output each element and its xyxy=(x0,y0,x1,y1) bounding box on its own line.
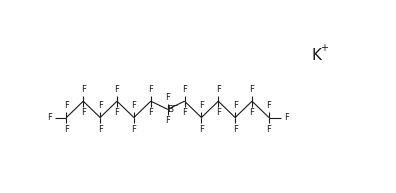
Text: F: F xyxy=(249,108,255,117)
Text: F: F xyxy=(216,85,221,94)
Text: F: F xyxy=(64,101,69,110)
Text: F: F xyxy=(165,117,170,125)
Text: F: F xyxy=(249,85,255,94)
Text: F: F xyxy=(233,101,238,110)
Text: F: F xyxy=(131,101,136,110)
Text: F: F xyxy=(267,101,271,110)
Text: F: F xyxy=(267,125,271,134)
Text: F: F xyxy=(98,101,103,110)
Text: F: F xyxy=(98,125,103,134)
Text: F: F xyxy=(148,108,153,117)
Text: F: F xyxy=(81,85,86,94)
Text: +: + xyxy=(320,43,329,53)
Text: F: F xyxy=(114,85,120,94)
Text: F: F xyxy=(284,113,289,122)
Text: B: B xyxy=(167,105,173,114)
Text: F: F xyxy=(165,93,170,102)
Text: F: F xyxy=(233,125,238,134)
Text: F: F xyxy=(199,125,204,134)
Text: F: F xyxy=(216,108,221,117)
Text: −: − xyxy=(171,101,177,110)
Text: F: F xyxy=(131,125,136,134)
Text: F: F xyxy=(47,113,51,122)
Text: K: K xyxy=(312,48,322,63)
Text: F: F xyxy=(182,108,187,117)
Text: F: F xyxy=(64,125,69,134)
Text: F: F xyxy=(199,101,204,110)
Text: F: F xyxy=(114,108,120,117)
Text: F: F xyxy=(148,85,153,94)
Text: F: F xyxy=(81,108,86,117)
Text: F: F xyxy=(182,85,187,94)
